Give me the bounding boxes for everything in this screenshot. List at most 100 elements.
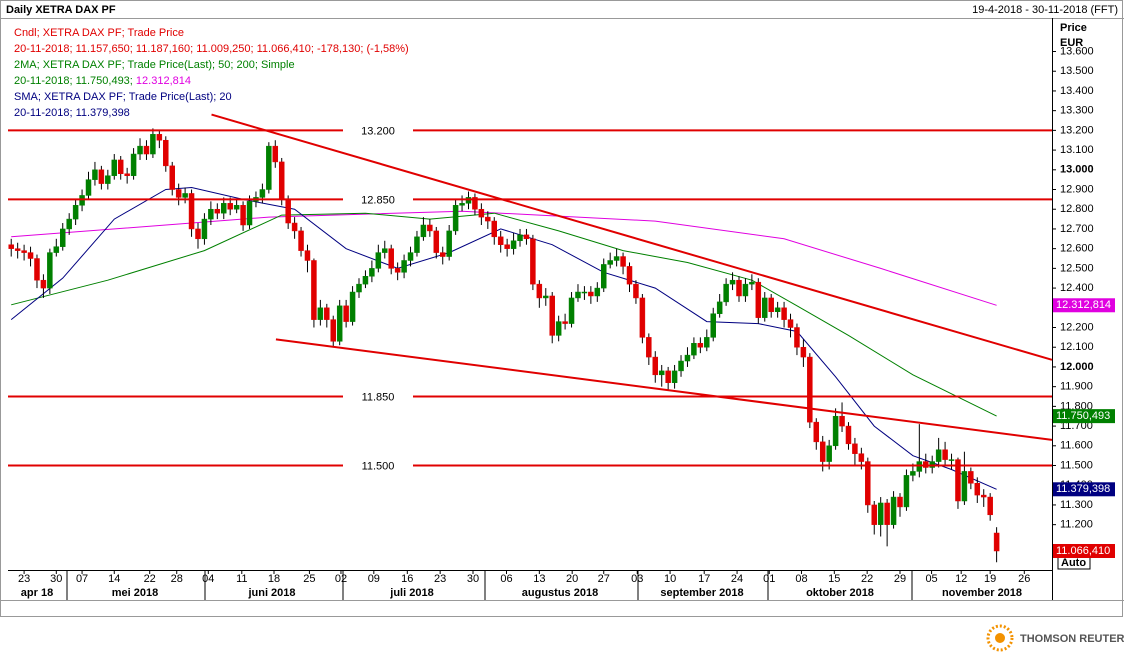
candle-body <box>169 165 175 190</box>
candle-body <box>343 305 349 322</box>
level-label-bg <box>343 189 413 210</box>
candle-body <box>111 159 118 176</box>
candle-body <box>781 307 787 320</box>
candle-body <box>105 175 111 184</box>
value-tag-label: 12.312,814 <box>1056 299 1111 311</box>
y-tick-label: 11.500 <box>1060 459 1093 471</box>
x-tick-label: 26 <box>1018 573 1030 585</box>
value-tag-label: 11.750,493 <box>1056 410 1110 422</box>
candle-body <box>762 297 768 318</box>
candle-body <box>208 208 214 220</box>
candle-body <box>530 238 536 285</box>
candle-body <box>646 337 652 358</box>
candle-body <box>839 415 845 427</box>
level-label-bg <box>343 120 413 141</box>
candle-body <box>620 256 626 267</box>
candle-body <box>382 248 388 253</box>
month-label: oktober 2018 <box>806 587 874 599</box>
date-range: 19-4-2018 - 30-11-2018 (FFT) <box>972 4 1118 16</box>
value-tag <box>1053 543 1115 558</box>
y-tick-label: 13.200 <box>1060 124 1094 136</box>
candle-body <box>652 356 659 376</box>
value-tag <box>1053 409 1115 424</box>
x-tick-label: 25 <box>303 573 315 585</box>
candle-body <box>858 453 865 462</box>
candle-body <box>684 354 691 362</box>
y-axis-unit: EUR <box>1060 37 1083 49</box>
x-tick-label: 11 <box>236 573 247 585</box>
candle-body <box>961 471 968 502</box>
month-label: september 2018 <box>660 587 743 599</box>
candle-body <box>27 252 34 259</box>
x-tick-label: 24 <box>731 573 743 585</box>
candle-body <box>214 208 221 214</box>
candle-body <box>742 283 749 297</box>
candle-body <box>433 230 440 253</box>
candle-body <box>974 483 981 496</box>
candle-body <box>266 145 272 190</box>
candle-body <box>92 169 98 180</box>
legend-text: 20-11-2018; 11.750,493; <box>14 75 136 87</box>
candle-body <box>446 230 452 257</box>
x-tick-label: 30 <box>467 573 479 585</box>
candle-body <box>285 199 291 224</box>
x-tick-label: 30 <box>50 573 62 585</box>
x-tick-label: 01 <box>763 573 775 585</box>
candle-body <box>768 297 774 312</box>
candle-body <box>369 268 375 277</box>
candle-body <box>826 445 832 462</box>
candle-body <box>201 218 208 240</box>
candle-body <box>510 240 517 249</box>
legend-text: 20-11-2018; 11.379,398 <box>14 107 130 119</box>
candle-body <box>401 260 407 273</box>
candle-body <box>910 471 916 476</box>
candle-body <box>163 139 169 167</box>
candle-body <box>710 313 716 338</box>
chart-title: Daily XETRA DAX PF <box>6 4 116 16</box>
candle-body <box>195 228 201 240</box>
legend-line: 2MA; XETRA DAX PF; Trade Price(Last); 50… <box>14 59 295 71</box>
candle-body <box>452 205 459 232</box>
month-label: apr 18 <box>21 587 53 599</box>
candle-body <box>182 193 188 198</box>
candle-body <box>472 197 478 210</box>
candle-body <box>852 443 858 454</box>
candle-body <box>665 370 671 383</box>
x-tick-label: 15 <box>828 573 840 585</box>
candle-body <box>903 475 910 508</box>
candle-body <box>729 279 736 285</box>
y-tick-label: 13.300 <box>1060 105 1094 117</box>
y-tick-label: 11.200 <box>1060 519 1093 531</box>
candle-body <box>491 220 498 238</box>
candle-body <box>59 228 66 247</box>
candle-body <box>246 201 253 226</box>
logo: THOMSON REUTERS <box>986 624 1124 652</box>
candle-body <box>845 425 852 445</box>
candle-body <box>504 244 510 249</box>
candle-body <box>723 283 729 303</box>
month-label: augustus 2018 <box>522 587 598 599</box>
candle-body <box>948 459 955 461</box>
candle-body <box>47 252 53 289</box>
candle-body <box>188 193 195 230</box>
x-tick-label: 17 <box>698 573 710 585</box>
y-tick-label: 12.000 <box>1060 361 1094 373</box>
candle-body <box>749 281 755 285</box>
candle-body <box>819 441 826 462</box>
candle-body <box>124 173 130 176</box>
candle-body <box>613 256 620 261</box>
y-tick-label: 12.700 <box>1060 223 1094 235</box>
candle-body <box>993 532 1000 552</box>
candle-body <box>349 291 356 322</box>
candle-body <box>66 218 72 230</box>
candle-body <box>240 205 246 226</box>
candle-body <box>356 283 362 293</box>
y-tick-label: 12.800 <box>1060 203 1094 215</box>
candle-body <box>523 234 530 240</box>
candle-body <box>459 203 465 206</box>
candle-body <box>336 305 343 342</box>
candle-body <box>807 356 813 423</box>
candle-body <box>555 321 562 336</box>
y-tick-label: 12.900 <box>1060 183 1094 195</box>
